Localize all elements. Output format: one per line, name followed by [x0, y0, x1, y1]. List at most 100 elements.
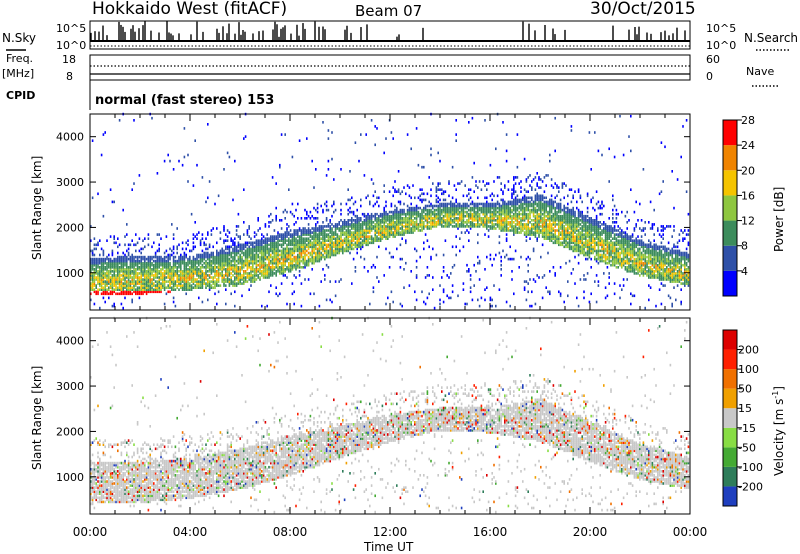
echo-cell — [239, 249, 241, 253]
echo-cell — [307, 239, 310, 242]
echo-cell — [446, 219, 448, 222]
echo-cell — [199, 282, 202, 285]
echo-cell — [282, 241, 285, 245]
echo-cell — [126, 290, 128, 294]
echo-cell — [185, 253, 187, 257]
echo-cell — [423, 241, 425, 245]
echo-cell — [475, 223, 477, 226]
echo-cell — [511, 217, 513, 220]
echo-cell — [324, 243, 326, 247]
echo-cell — [327, 229, 330, 232]
echo-cell — [124, 284, 126, 287]
echo-cell — [340, 235, 342, 238]
echo-cell — [221, 253, 223, 257]
echo-cell — [180, 280, 182, 283]
echo-cell — [264, 255, 267, 259]
echo-cell — [210, 259, 213, 263]
echo-cell — [293, 243, 295, 247]
echo-cell — [149, 272, 151, 275]
echo-cell — [268, 257, 270, 261]
echo-cell — [289, 243, 292, 247]
echo-cell — [372, 286, 375, 289]
echo-cell — [111, 251, 114, 255]
echo-cell — [253, 261, 256, 265]
echo-cell — [333, 253, 335, 257]
echo-cell — [401, 227, 403, 230]
echo-cell — [207, 247, 209, 251]
echo-cell — [280, 255, 283, 259]
echo-cell — [325, 245, 328, 249]
echo-cell — [181, 286, 184, 289]
echo-cell — [124, 276, 126, 279]
echo-cell — [270, 274, 272, 277]
echo-cell — [271, 235, 274, 238]
noise-panel-frame — [89, 20, 691, 50]
echo-cell — [563, 229, 565, 232]
echo-cell — [180, 255, 182, 259]
echo-cell — [361, 241, 364, 245]
echo-cell — [482, 223, 484, 226]
echo-cell — [248, 235, 250, 238]
echo-cell — [532, 212, 535, 216]
echo-cell — [241, 268, 243, 271]
echo-cell — [577, 235, 580, 238]
echo-cell — [194, 245, 196, 249]
echo-cell — [214, 261, 216, 265]
echo-cell — [349, 243, 351, 247]
echo-cell — [399, 202, 402, 206]
echo-cell — [194, 272, 196, 275]
echo-cell — [115, 284, 117, 287]
echo-cell — [234, 251, 236, 255]
echo-cell — [243, 278, 245, 281]
echo-cell — [162, 274, 164, 277]
echo-cell — [554, 200, 556, 204]
echo-cell — [149, 263, 151, 267]
echo-cell — [201, 233, 204, 236]
echo-cell — [513, 188, 515, 191]
echo-cell — [167, 266, 169, 269]
echo-cell — [354, 214, 357, 218]
echo-cell — [223, 249, 225, 253]
echo-cell — [255, 263, 258, 267]
echo-cell — [261, 249, 263, 253]
echo-cell — [387, 212, 389, 216]
echo-cell — [327, 251, 330, 255]
echo-cell — [156, 270, 159, 273]
echo-cell — [412, 184, 414, 187]
echo-cell — [203, 276, 205, 279]
echo-cell — [432, 223, 434, 226]
echo-cell — [516, 231, 519, 234]
echo-cell — [527, 196, 529, 200]
echo-cell — [322, 239, 324, 242]
echo-cell — [410, 147, 412, 151]
echo-cell — [360, 233, 362, 236]
echo-cell — [325, 243, 328, 247]
echo-cell — [198, 255, 200, 259]
echo-cell — [378, 227, 380, 230]
echo-cell — [178, 284, 180, 287]
echo-cell — [259, 227, 261, 230]
echo-cell — [253, 272, 256, 275]
echo-cell — [545, 208, 547, 212]
echo-cell — [151, 288, 153, 291]
echo-cell — [477, 223, 479, 226]
echo-cell — [262, 251, 265, 255]
echo-cell — [291, 235, 294, 238]
echo-cell — [225, 245, 227, 249]
echo-cell — [360, 243, 362, 247]
echo-cell — [122, 306, 124, 310]
echo-cell — [167, 290, 169, 294]
echo-cell — [495, 147, 497, 151]
echo-cell — [534, 280, 537, 283]
echo-cell — [460, 214, 463, 218]
echo-cell — [183, 251, 186, 255]
echo-cell — [572, 241, 574, 245]
echo-cell — [509, 225, 511, 228]
echo-cell — [111, 284, 114, 287]
echo-cell — [277, 270, 279, 273]
echo-cell — [97, 290, 99, 294]
echo-cell — [284, 208, 286, 212]
echo-cell — [363, 235, 366, 238]
echo-cell — [252, 266, 254, 269]
echo-cell — [174, 274, 177, 277]
